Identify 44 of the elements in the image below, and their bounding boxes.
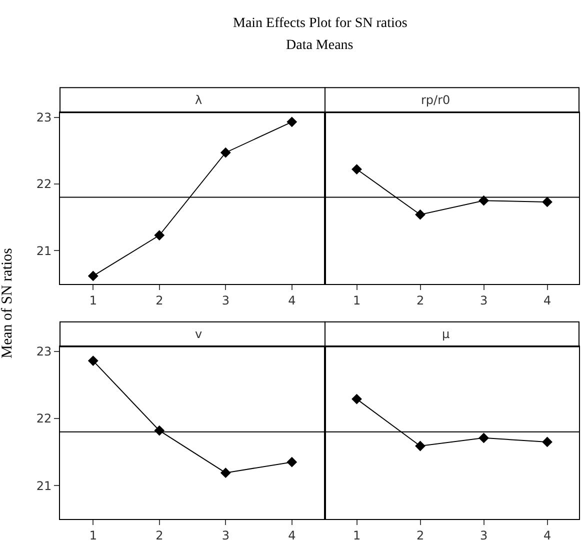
x-tick-label: 1	[352, 528, 361, 542]
point	[478, 432, 489, 444]
point	[352, 394, 362, 404]
point	[220, 468, 231, 478]
point	[286, 116, 298, 128]
x-tick-label: 1	[89, 293, 97, 308]
x-tick-label: 2	[156, 293, 164, 308]
text: Main Effects Plot for SN ratios	[233, 16, 408, 31]
x-tick-label: 3	[480, 528, 488, 542]
point	[542, 436, 552, 448]
point	[286, 456, 298, 468]
chart-title: μ	[442, 327, 450, 341]
text: Data Means	[286, 38, 354, 53]
y-tick-label: 22	[36, 177, 52, 192]
point	[478, 195, 489, 206]
point	[352, 164, 362, 174]
point	[415, 440, 426, 452]
point	[220, 147, 231, 158]
x-tick-label: 3	[222, 293, 230, 308]
x-tick-label: 2	[156, 528, 164, 542]
y-tick-label: 23	[36, 344, 52, 359]
chart-title: v	[195, 327, 202, 341]
chart-title: rp/r0	[421, 93, 450, 107]
point	[415, 209, 426, 220]
x-tick-label: 2	[416, 528, 424, 542]
point	[88, 270, 98, 282]
x-tick-label: 4	[288, 293, 296, 308]
x-tick-label: 2	[416, 293, 424, 308]
y-tick-label: 23	[36, 110, 52, 124]
x-tick-label: 1	[352, 293, 361, 308]
y-tick-label: 21	[36, 478, 52, 493]
point	[154, 230, 165, 240]
x-tick-label: 1	[89, 528, 97, 542]
x-tick-label: 3	[222, 528, 230, 542]
chart-title: λ	[195, 93, 202, 107]
y-tick-label: 22	[36, 412, 52, 426]
point	[542, 196, 552, 208]
x-tick-label: 4	[543, 528, 552, 542]
x-tick-label: 4	[288, 528, 296, 542]
point	[88, 356, 98, 366]
x-tick-label: 4	[543, 293, 552, 308]
y-axis-title: Mean of SN ratios	[0, 248, 16, 358]
x-tick-label: 3	[480, 293, 488, 308]
y-tick-label: 21	[36, 244, 52, 258]
